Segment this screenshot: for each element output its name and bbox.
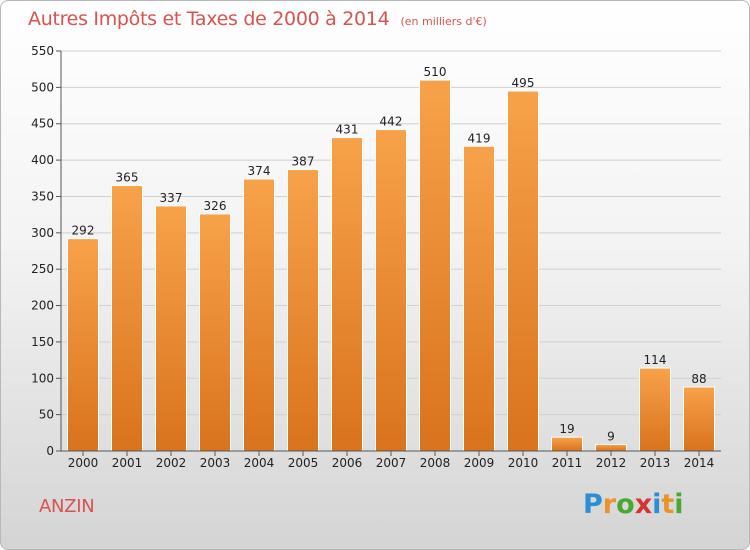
x-tick-label-2012: 2012 [596, 456, 627, 470]
x-tick-label-2001: 2001 [112, 456, 143, 470]
y-tick-label: 400 [31, 153, 54, 167]
y-tick-label: 350 [31, 189, 54, 203]
logo-letter: t [661, 489, 675, 520]
y-tick-label: 450 [31, 117, 54, 131]
x-tick-label-2007: 2007 [376, 456, 407, 470]
bar-2004 [243, 178, 275, 452]
logo-letter: i [674, 489, 684, 520]
bar-2013 [639, 367, 671, 452]
chart-unit-note: (en milliers d'€) [400, 15, 487, 28]
data-label-2014: 88 [691, 372, 706, 386]
logo-letter: r [602, 489, 617, 520]
y-tick-label: 300 [31, 226, 54, 240]
title-row: Autres Impôts et Taxes de 2000 à 2014 (e… [28, 8, 487, 30]
x-tick-label-2010: 2010 [508, 456, 539, 470]
logo-letter: x [634, 489, 653, 520]
logo-letter: o [616, 489, 635, 520]
data-label-2011: 19 [559, 422, 574, 436]
city-name: ANZIN [39, 496, 95, 517]
bar-2001 [111, 185, 143, 452]
x-tick-label-2004: 2004 [244, 456, 275, 470]
data-label-2013: 114 [644, 353, 667, 367]
y-tick-label: 550 [31, 44, 54, 58]
x-tick-label-2003: 2003 [200, 456, 231, 470]
x-tick-label-2011: 2011 [552, 456, 583, 470]
data-label-2004: 374 [248, 164, 271, 178]
data-label-2008: 510 [424, 65, 447, 79]
data-label-2001: 365 [116, 171, 139, 185]
bar-2003 [199, 213, 231, 452]
y-tick-label: 500 [31, 80, 54, 94]
y-tick-label: 200 [31, 299, 54, 313]
bar-2008 [419, 79, 451, 452]
x-tick-label-2014: 2014 [684, 456, 715, 470]
y-tick-label: 100 [31, 371, 54, 385]
data-label-2003: 326 [204, 199, 227, 213]
data-label-2010: 495 [512, 76, 535, 90]
x-tick-label-2002: 2002 [156, 456, 187, 470]
x-tick-label-2006: 2006 [332, 456, 363, 470]
bar-2002 [155, 205, 187, 452]
y-tick-label: 250 [31, 262, 54, 276]
x-tick-label-2000: 2000 [68, 456, 99, 470]
axes: 0 50 100 150 200 250 300 350 400 450 500 550 2000 200… [31, 44, 721, 470]
y-tick-label: 50 [39, 408, 54, 422]
bar-2005 [287, 169, 319, 452]
chart-title: Autres Impôts et Taxes de 2000 à 2014 [28, 8, 390, 30]
bar-2012 [595, 443, 627, 452]
data-label-2006: 431 [336, 123, 359, 137]
x-tick-label-2005: 2005 [288, 456, 319, 470]
y-tick-label: 150 [31, 335, 54, 349]
data-label-2009: 419 [468, 131, 491, 145]
bar-2010 [507, 90, 539, 452]
bar-2000 [67, 238, 99, 452]
y-tick-label: 0 [46, 444, 54, 458]
proxiti-logo: Proxiti [583, 489, 684, 520]
bar-2006 [331, 137, 363, 452]
bar-2014 [683, 386, 715, 452]
data-label-2000: 292 [72, 224, 95, 238]
data-label-2005: 387 [292, 155, 315, 169]
logo-letter: P [583, 489, 603, 520]
bars: 292 365 337 326 374 387 431 442 510 419 495 19 9 114 8… [67, 65, 715, 452]
x-tick-label-2009: 2009 [464, 456, 495, 470]
x-tick-label-2013: 2013 [640, 456, 671, 470]
bar-2009 [463, 145, 495, 452]
data-label-2007: 442 [380, 115, 403, 129]
logo-letter: i [652, 489, 662, 520]
data-label-2002: 337 [160, 191, 183, 205]
x-tick-label-2008: 2008 [420, 456, 451, 470]
data-label-2012: 9 [607, 429, 615, 443]
bar-2007 [375, 129, 407, 452]
bar-2011 [551, 436, 583, 452]
